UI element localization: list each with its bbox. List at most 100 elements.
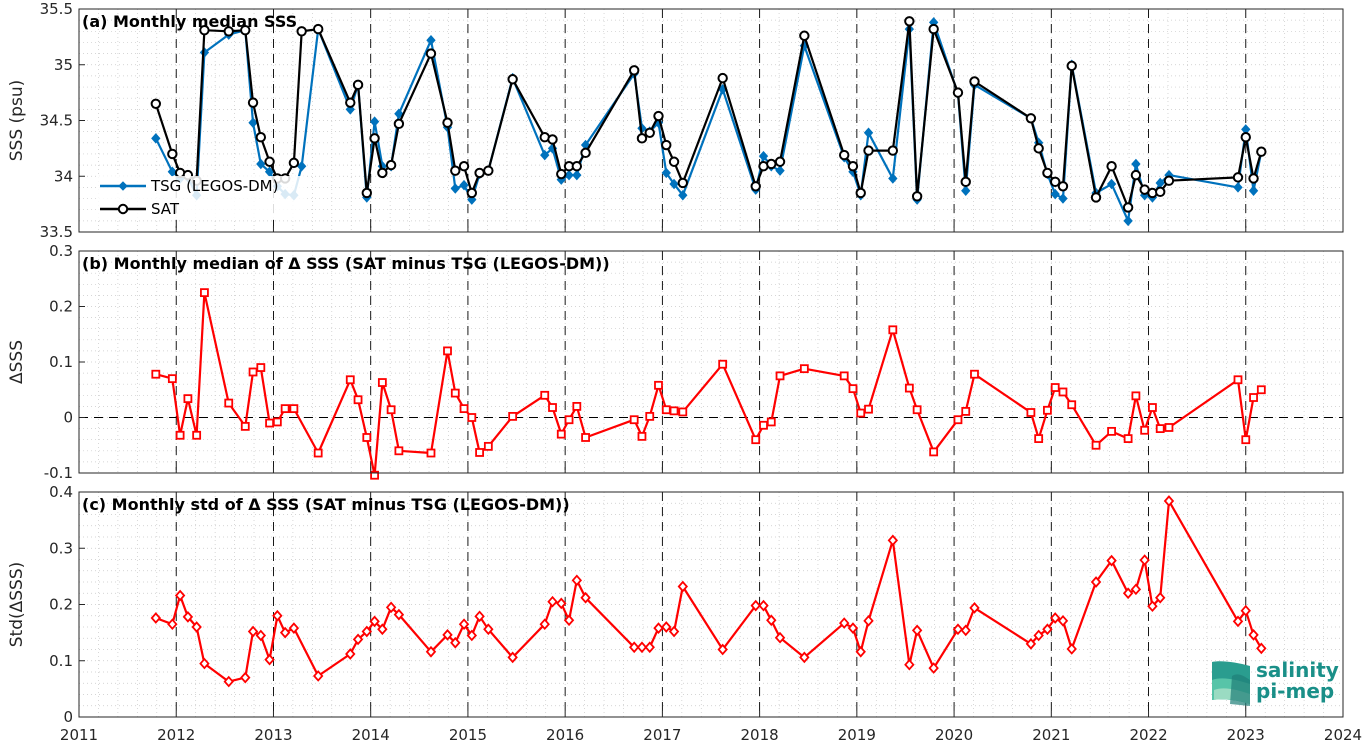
y-tick-label: -0.1 — [44, 464, 73, 482]
data-point — [540, 149, 550, 161]
data-point — [556, 429, 566, 439]
data-point — [508, 411, 518, 421]
data-point — [248, 117, 258, 128]
data-point — [1240, 132, 1251, 143]
data-point — [678, 407, 688, 417]
data-point — [774, 631, 786, 644]
data-point — [1033, 629, 1044, 642]
wave-logo-icon — [1212, 661, 1250, 706]
data-point — [960, 624, 971, 637]
data-point — [151, 133, 161, 144]
data-point — [393, 608, 405, 621]
data-point — [370, 470, 379, 480]
y-tick-label: 0.3 — [49, 242, 73, 260]
data-point — [799, 651, 810, 664]
x-tick-label: 2013 — [254, 726, 292, 744]
y-tick-label: 0.2 — [49, 596, 73, 614]
legend: TSG (LEGOS-DM) SAT — [96, 176, 306, 220]
data-point — [466, 629, 478, 642]
data-point — [580, 147, 591, 159]
x-tick-label: 2022 — [1129, 726, 1167, 744]
data-point — [581, 433, 590, 442]
data-point — [571, 574, 583, 587]
data-point — [279, 626, 291, 639]
data-point — [1130, 169, 1142, 181]
data-point — [1131, 391, 1141, 401]
data-point — [758, 599, 769, 612]
data-point — [847, 161, 859, 172]
data-point — [775, 371, 785, 381]
data-point — [1256, 642, 1267, 655]
data-point — [272, 609, 283, 622]
data-point — [969, 602, 980, 614]
data-point — [272, 417, 282, 427]
data-point — [668, 156, 680, 167]
x-tick-label: 2015 — [449, 726, 487, 744]
data-point — [1043, 405, 1052, 415]
data-point — [313, 448, 323, 458]
y-tick-label: 0 — [63, 708, 73, 726]
data-point — [952, 623, 964, 636]
data-point — [289, 404, 299, 414]
panel-std-delta-sss: 0 0.1 0.2 0.3 0.4 2011 2012 2013 2014 2015 2016 201… — [7, 483, 1362, 744]
data-point — [394, 108, 404, 120]
data-point — [223, 675, 234, 688]
data-point — [174, 589, 186, 602]
data-point — [888, 325, 898, 335]
panel-title-sss: (a) Monthly median SSS — [82, 12, 297, 31]
data-point — [474, 167, 485, 179]
data-point — [369, 615, 380, 628]
data-point — [644, 127, 655, 138]
data-point — [385, 601, 397, 614]
data-point — [1155, 591, 1166, 604]
data-point — [952, 87, 964, 98]
data-point — [483, 165, 494, 176]
data-point — [547, 595, 558, 608]
data-point — [450, 388, 460, 398]
data-point — [1123, 215, 1133, 227]
data-point — [1140, 425, 1150, 435]
data-point — [296, 160, 307, 172]
x-tick-label: 2024 — [1324, 726, 1362, 744]
data-point — [167, 374, 177, 384]
data-point — [766, 614, 777, 627]
data-point — [450, 183, 460, 194]
data-point — [1232, 615, 1244, 628]
x-tick-label: 2021 — [1032, 726, 1070, 744]
data-point — [1050, 188, 1060, 200]
data-point — [1107, 426, 1116, 436]
x-tick-label: 2019 — [838, 726, 876, 744]
data-point — [369, 116, 380, 127]
data-point — [240, 24, 251, 36]
y-axis-label-std-delta-sss: Std(ΔSSS) — [7, 562, 27, 648]
x-tick-label: 2016 — [546, 726, 584, 744]
data-point — [855, 645, 866, 658]
data-point — [442, 117, 453, 128]
data-point — [969, 76, 980, 87]
data-point — [848, 384, 858, 394]
data-point — [182, 611, 194, 623]
data-point — [1256, 385, 1266, 395]
x-tick-label: 2023 — [1227, 726, 1265, 744]
data-point — [717, 643, 728, 656]
data-point — [377, 623, 388, 636]
data-point — [240, 671, 251, 684]
data-point — [1241, 435, 1251, 445]
data-point — [799, 364, 809, 374]
data-point — [255, 132, 267, 143]
data-point — [1248, 185, 1259, 196]
data-point — [361, 625, 373, 638]
data-point — [863, 614, 874, 627]
panel-title-delta-sss: (b) Monthly median of Δ SSS (SAT minus T… — [82, 254, 610, 273]
data-point — [1148, 403, 1157, 412]
y-tick-label: 34.5 — [40, 112, 73, 130]
data-point — [751, 435, 761, 445]
y-tick-label: 0 — [63, 409, 73, 427]
data-point — [507, 74, 518, 85]
data-point — [1131, 158, 1141, 170]
y-tick-label: 35.5 — [40, 0, 73, 18]
data-point — [426, 34, 436, 46]
data-point — [677, 177, 689, 189]
data-point — [425, 48, 437, 59]
data-point — [911, 624, 923, 637]
